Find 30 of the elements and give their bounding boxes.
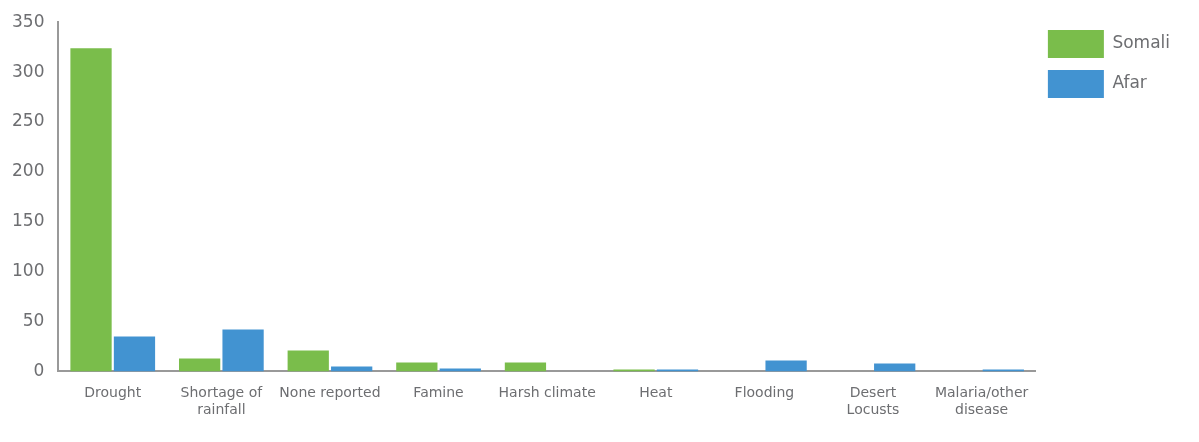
x-tick-label: Shortage of rainfall (180, 384, 264, 418)
x-tick-label: Malaria/other disease (934, 384, 1029, 418)
bar (396, 362, 438, 372)
bar (222, 329, 264, 372)
y-tick-label: 250 (11, 110, 45, 131)
bar (874, 363, 916, 372)
x-tick-label: Flooding (734, 384, 795, 401)
y-tick-label: 0 (33, 359, 45, 380)
bar (331, 366, 373, 372)
x-tick-label: Harsh climate (498, 384, 596, 401)
bar (504, 362, 547, 372)
x-tick-label: Drought (84, 384, 142, 401)
x-tick-label: None reported (279, 384, 381, 401)
bar (439, 368, 481, 372)
y-tick-label: 50 (22, 309, 45, 330)
x-tick-label: Famine (413, 384, 464, 401)
legend-label: Somali (1112, 32, 1171, 53)
bar (70, 48, 112, 372)
x-tick-label: Desert Locusts (846, 384, 900, 418)
bar (113, 336, 156, 372)
bar (765, 360, 807, 372)
y-tick-label: 100 (11, 260, 45, 281)
legend-label: Afar (1112, 72, 1147, 93)
y-tick-label: 150 (11, 210, 45, 231)
y-tick-label: 200 (11, 160, 45, 181)
bar (287, 350, 329, 372)
bar (179, 358, 221, 372)
y-tick-label: 300 (11, 60, 45, 81)
x-tick-label: Heat (639, 384, 673, 401)
y-tick-label: 350 (11, 10, 45, 31)
